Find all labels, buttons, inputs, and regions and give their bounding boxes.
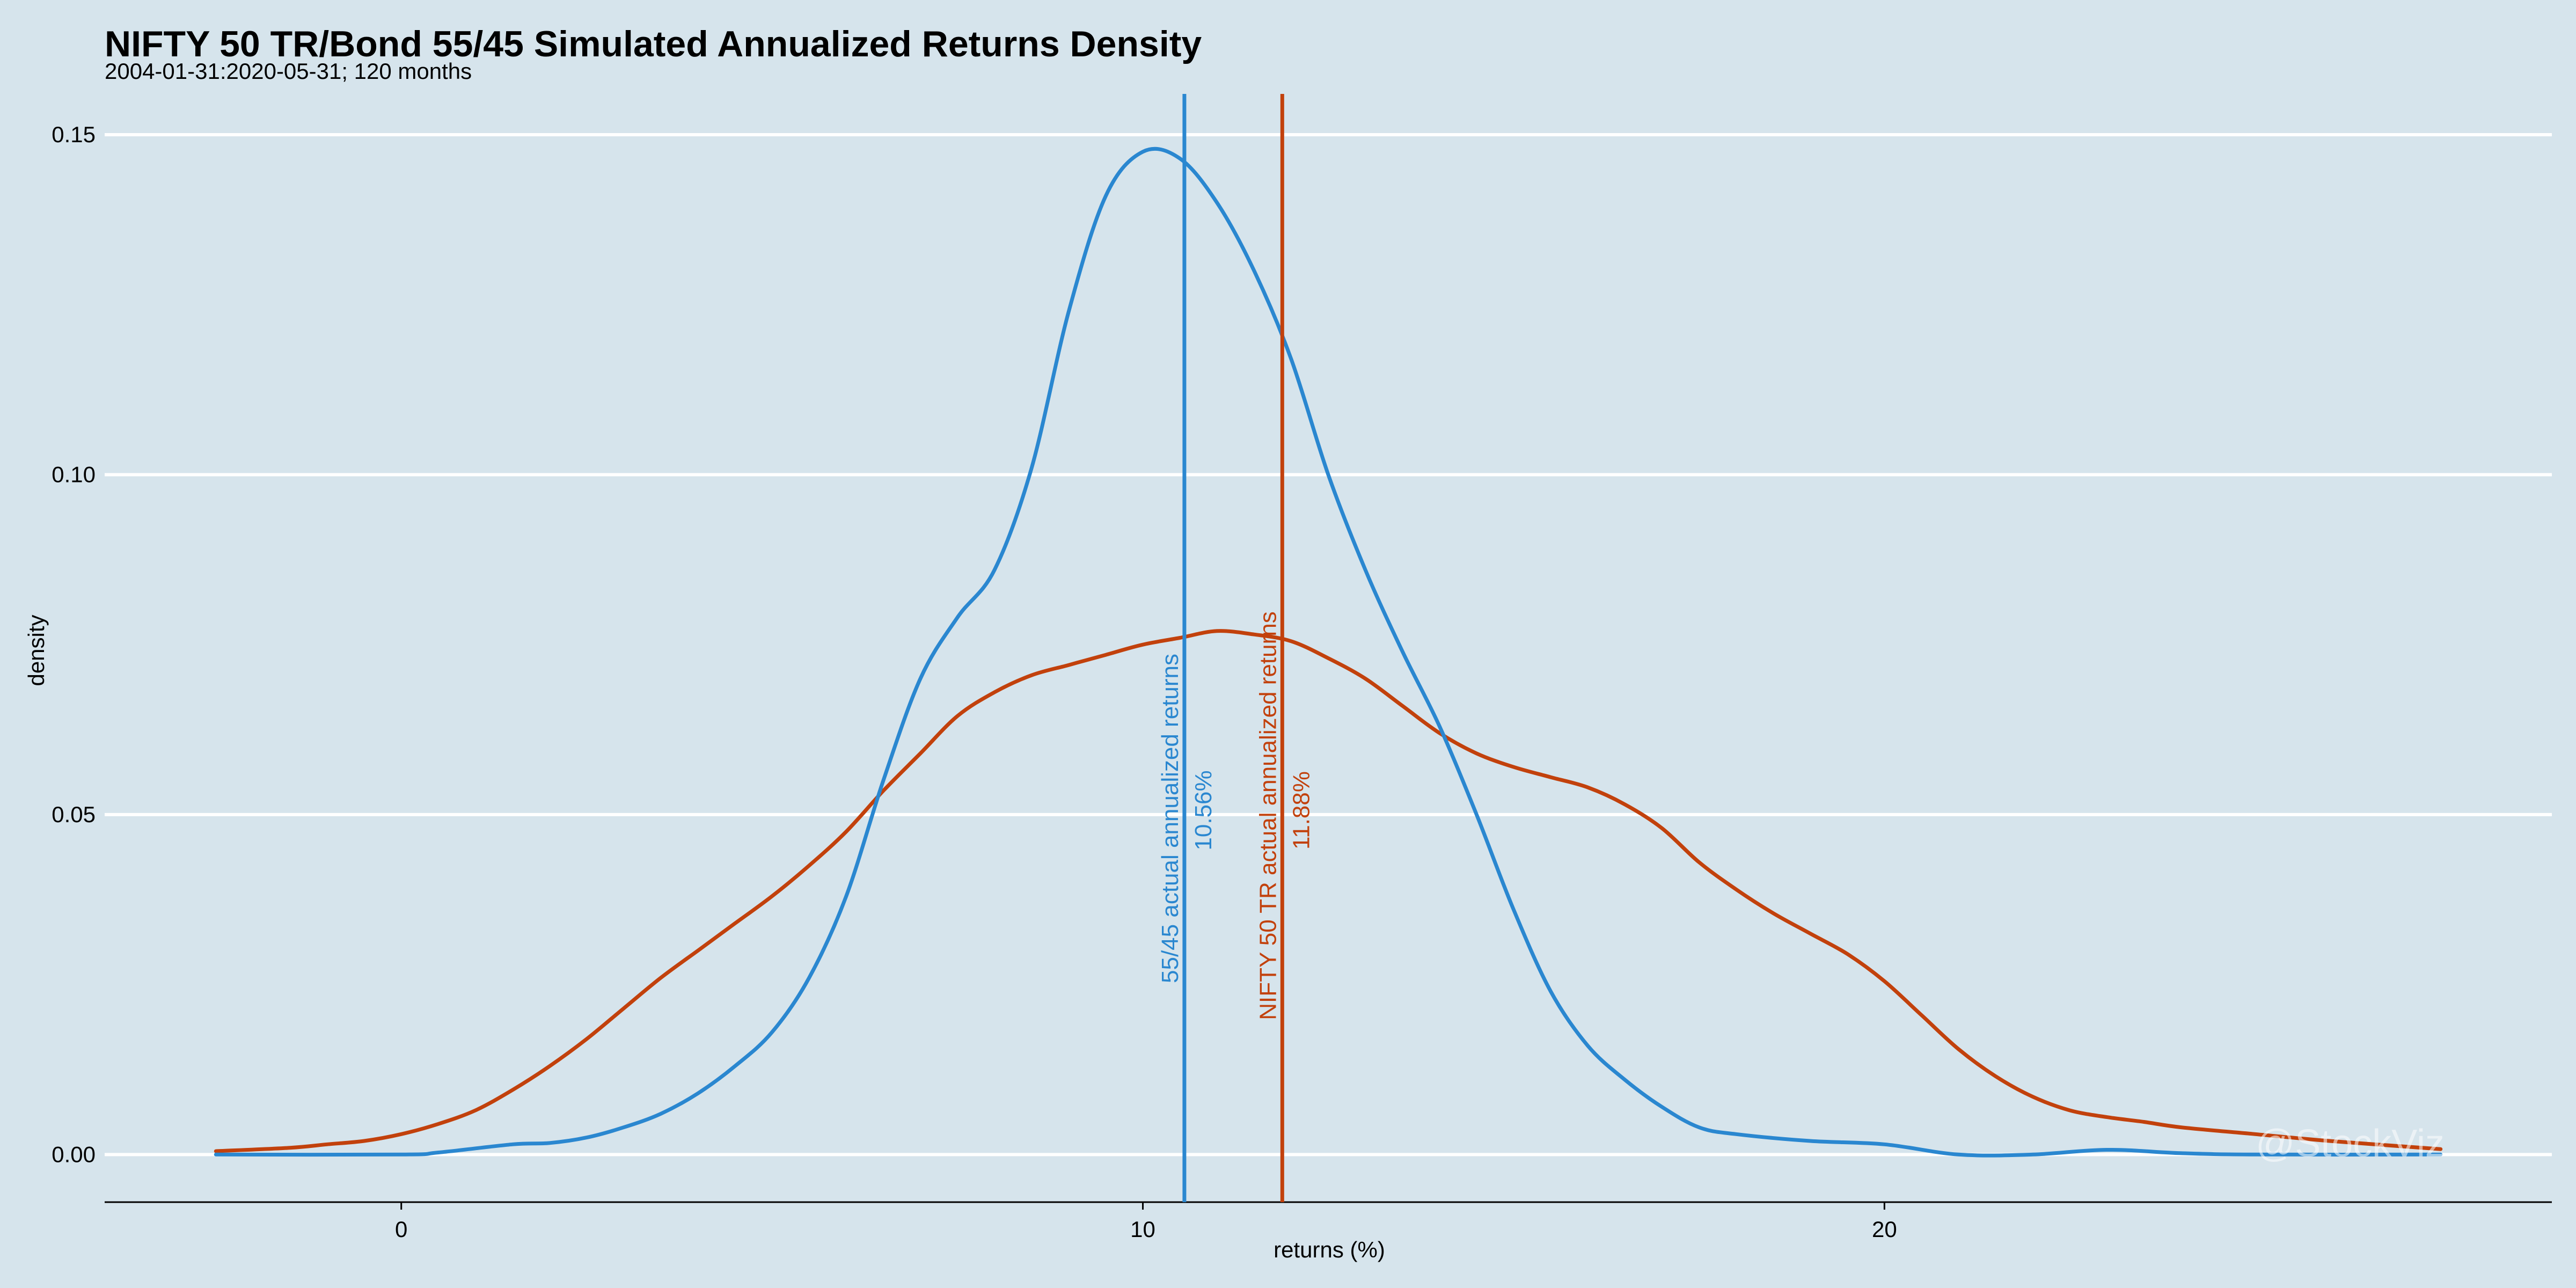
series-layer bbox=[214, 147, 2443, 1158]
vline-layer: 55/45 actual annualized returns 10.56% NIF… bbox=[1157, 94, 1314, 1202]
x-tick-label: 20 bbox=[1872, 1217, 1897, 1242]
y-tick-label: 0.15 bbox=[52, 122, 96, 147]
y-tick-label: 0.00 bbox=[52, 1141, 96, 1167]
chart-title: NIFTY 50 TR/Bond 55/45 Simulated Annuali… bbox=[105, 24, 1202, 64]
watermark-text: @StockViz bbox=[2256, 1122, 2445, 1165]
nifty-density-line bbox=[214, 629, 2443, 1153]
nifty-actual-return-value: 11.88% bbox=[1288, 771, 1314, 850]
blended-actual-return-label: 55/45 actual annualized returns bbox=[1157, 654, 1183, 983]
nifty-actual-return-label: NIFTY 50 TR actual annualized returns bbox=[1255, 611, 1281, 1020]
grid-layer bbox=[105, 133, 2552, 1157]
y-tick-label: 0.05 bbox=[52, 802, 96, 827]
x-axis-title: returns (%) bbox=[1274, 1237, 1385, 1262]
y-tick-label: 0.10 bbox=[52, 462, 96, 487]
blended-actual-return-value: 10.56% bbox=[1190, 770, 1217, 850]
x-tick-label: 10 bbox=[1130, 1217, 1155, 1242]
chart-subtitle: 2004-01-31:2020-05-31; 120 months bbox=[105, 58, 472, 84]
y-axis-title: density bbox=[24, 614, 49, 686]
axis-layer: 0.00 0.05 0.10 0.15 0 10 20 bbox=[52, 122, 2552, 1242]
blended-density-line bbox=[214, 147, 2443, 1158]
x-tick-label: 0 bbox=[395, 1217, 407, 1242]
